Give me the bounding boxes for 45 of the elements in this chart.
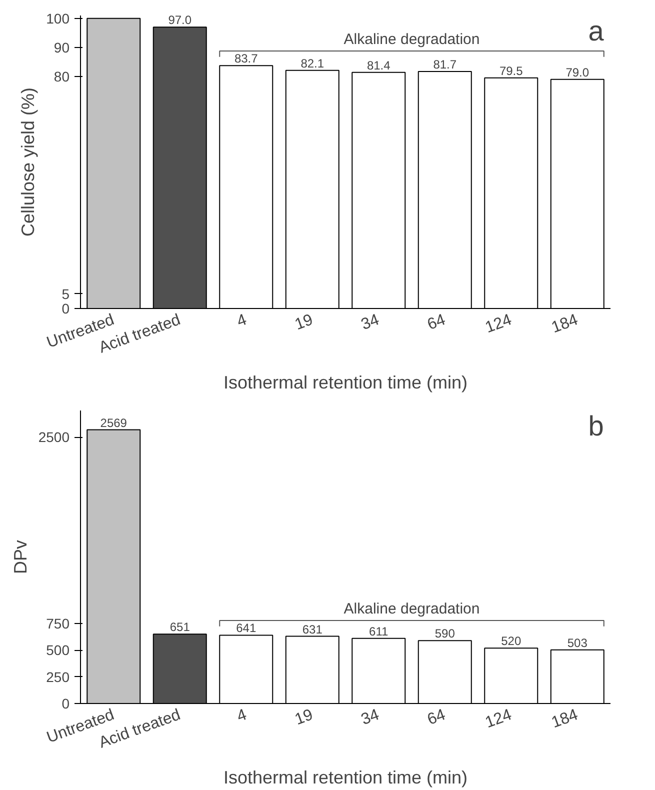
annotation: Alkaline degradation	[344, 600, 480, 618]
y-tick-label: 750	[46, 616, 70, 632]
data-label: 2569	[100, 416, 128, 430]
data-label: 81.7	[433, 57, 457, 72]
data-label: 641	[236, 621, 256, 636]
y-tick-label: 0	[62, 300, 70, 316]
data-label: 590	[434, 626, 456, 641]
x-tick-label: 124	[483, 311, 514, 337]
x-tick-label: 19	[292, 311, 316, 334]
x-tick-label: 34	[358, 706, 382, 729]
x-tick-label: 184	[549, 311, 580, 337]
x-axis-title: Isothermal retention time (min)	[223, 372, 468, 393]
data-label: 520	[501, 634, 522, 648]
x-tick-label: 64	[425, 706, 448, 729]
y-tick-label: 2500	[38, 429, 70, 446]
x-tick-label: 34	[358, 311, 382, 334]
x-axis-title: Isothermal retention time (min)	[223, 768, 468, 788]
x-tick-label: 124	[483, 706, 514, 732]
data-label: 611	[369, 624, 389, 638]
data-label: 503	[567, 636, 588, 650]
y-tick-label: 5	[62, 286, 70, 302]
x-tick-label: 4	[234, 706, 250, 726]
chart-title: a	[588, 16, 604, 46]
data-label: 97.0	[168, 13, 192, 28]
y-tick-label: 500	[46, 642, 70, 658]
data-label: 79.5	[499, 64, 524, 78]
y-tick-label: 90	[54, 39, 70, 56]
data-label: 83.7	[234, 52, 258, 66]
y-tick-label: 0	[62, 696, 70, 712]
x-tick-label: 184	[549, 706, 580, 732]
x-tick-label: 64	[425, 311, 448, 334]
y-tick-label: 250	[46, 668, 70, 685]
data-label: 651	[170, 620, 190, 634]
chart-title: b	[588, 410, 604, 442]
y-tick-label: 100	[46, 10, 70, 26]
y-axis-title: DPv	[10, 540, 30, 574]
y-axis-title: Cellulose yield (%)	[18, 87, 38, 237]
annotation: Alkaline degradation	[344, 31, 480, 48]
x-tick-label: 19	[292, 706, 316, 729]
data-label: 631	[302, 622, 323, 636]
x-tick-label: 4	[234, 311, 250, 331]
data-label: 81.4	[366, 58, 391, 72]
y-tick-label: 80	[54, 68, 70, 84]
data-label: 82.1	[300, 56, 324, 70]
data-label: 79.0	[566, 65, 590, 80]
